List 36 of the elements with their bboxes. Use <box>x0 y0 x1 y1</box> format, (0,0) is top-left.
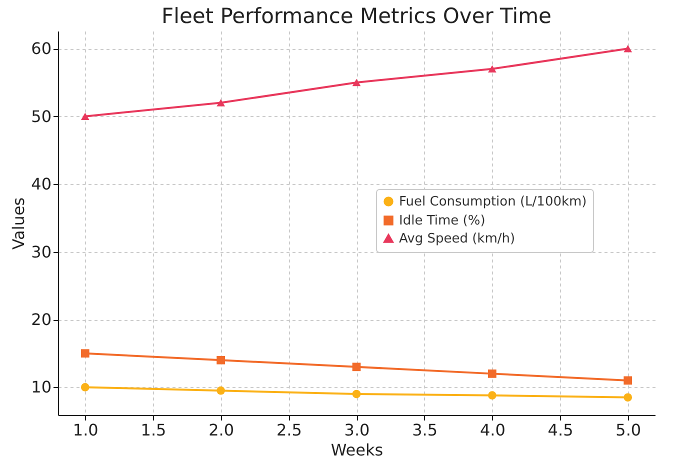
y-tick-label: 30 <box>31 242 52 262</box>
legend-label: Fuel Consumption (L/100km) <box>399 194 587 210</box>
y-tick-label: 10 <box>31 378 52 397</box>
point <box>216 386 225 395</box>
y-tick-label: 50 <box>31 106 52 126</box>
point <box>624 376 632 385</box>
point <box>216 99 225 106</box>
point <box>624 393 632 402</box>
x-axis-title: Weeks <box>330 440 384 460</box>
point <box>352 362 361 372</box>
y-tick-label: 20 <box>31 310 52 330</box>
y-axis-title: Values <box>9 197 28 250</box>
point <box>216 356 225 364</box>
y-tick-label: 40 <box>31 174 52 194</box>
legend-label: Avg Speed (km/h) <box>399 232 516 246</box>
point <box>488 65 496 73</box>
point <box>80 112 90 120</box>
point <box>352 390 361 398</box>
y-tick-label: 60 <box>31 39 52 58</box>
x-tick-label: 4.5 <box>548 420 574 440</box>
point <box>488 391 496 400</box>
x-tick-label: 1.5 <box>140 420 166 440</box>
x-tick-label: 3.5 <box>412 420 438 440</box>
x-tick-label: 2.0 <box>208 420 234 440</box>
legend-label: Idle Time (%) <box>399 214 486 228</box>
point <box>352 78 361 86</box>
x-tick-label: 2.5 <box>276 420 302 440</box>
x-tick-label: 3.0 <box>344 420 370 440</box>
point <box>488 370 496 378</box>
x-tick-label: 5.0 <box>616 420 642 440</box>
point <box>80 349 90 358</box>
x-tick-label: 1.0 <box>72 420 98 440</box>
point <box>624 44 632 52</box>
chart-title: Fleet Performance Metrics Over Time <box>162 4 552 28</box>
point <box>80 383 90 392</box>
x-tick-label: 4.0 <box>480 420 506 440</box>
